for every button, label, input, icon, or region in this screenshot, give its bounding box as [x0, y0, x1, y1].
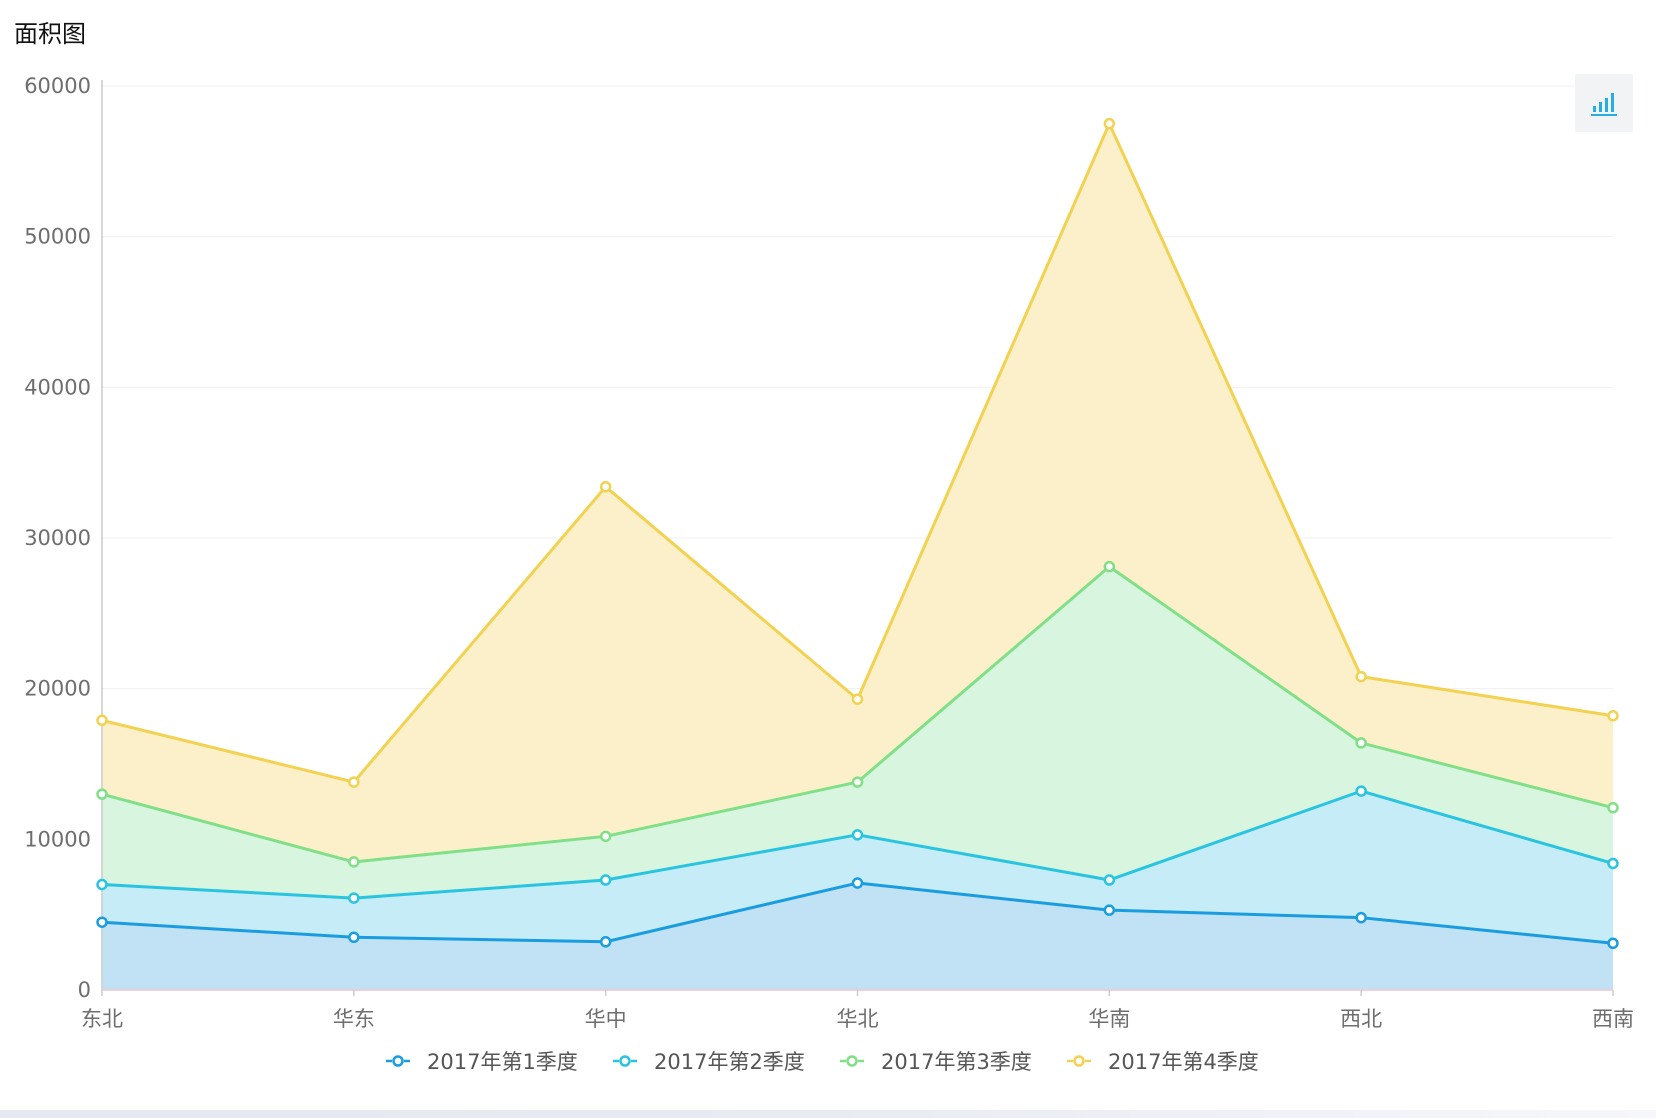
- x-tick-label: 西北: [1340, 1007, 1382, 1031]
- y-tick-label: 50000: [24, 225, 91, 249]
- data-point[interactable]: [96, 788, 108, 800]
- y-tick-label: 60000: [24, 74, 91, 98]
- x-tick-label: 西南: [1592, 1007, 1634, 1031]
- data-point[interactable]: [1355, 737, 1367, 749]
- x-tick-label: 东北: [81, 1007, 123, 1031]
- data-point[interactable]: [1355, 785, 1367, 797]
- legend-label: 2017年第4季度: [1108, 1050, 1259, 1074]
- data-point[interactable]: [1355, 911, 1367, 924]
- series-points: [96, 117, 1619, 950]
- legend-label: 2017年第2季度: [654, 1050, 805, 1074]
- data-point[interactable]: [1103, 874, 1116, 886]
- axis-labels: 0 10000 20000 30000 40000 50000 60000 东北 华东 华中 华北 华…: [24, 74, 1634, 1031]
- x-tick-label: 华中: [585, 1007, 627, 1031]
- data-point[interactable]: [851, 829, 864, 841]
- axes: [101, 80, 1614, 996]
- legend-point-marker: [619, 1055, 631, 1067]
- data-point[interactable]: [348, 856, 360, 868]
- legend-item-2[interactable]: 2017年第2季度: [613, 1050, 805, 1074]
- data-point[interactable]: [1103, 560, 1116, 573]
- series-area-4: [102, 123, 1613, 862]
- data-point[interactable]: [96, 714, 108, 727]
- legend-point-marker: [392, 1055, 404, 1067]
- data-point[interactable]: [851, 776, 864, 788]
- data-point[interactable]: [1103, 117, 1116, 130]
- y-tick-label: 40000: [24, 375, 91, 399]
- data-point[interactable]: [1103, 904, 1116, 916]
- bar-chart-icon: [1591, 93, 1617, 116]
- data-point[interactable]: [599, 874, 612, 886]
- data-point[interactable]: [348, 776, 360, 788]
- series-area-3: [102, 566, 1613, 899]
- legend-label: 2017年第3季度: [881, 1050, 1032, 1074]
- chart-title: 面积图: [14, 20, 86, 48]
- data-point[interactable]: [96, 878, 108, 891]
- y-tick-label: 0: [78, 978, 91, 1002]
- data-point[interactable]: [599, 936, 612, 948]
- data-point[interactable]: [851, 693, 864, 705]
- bottom-scroll-strip: [0, 1110, 1656, 1118]
- legend-point-marker: [846, 1055, 858, 1067]
- series-area-1: [102, 883, 1613, 990]
- data-point[interactable]: [1607, 710, 1619, 722]
- legend[interactable]: 2017年第1季度 2017年第2季度 2017年第3季度 2017年第4季度: [386, 1050, 1259, 1074]
- chart-type-toggle-button[interactable]: [1575, 74, 1633, 132]
- legend-item-3[interactable]: 2017年第3季度: [840, 1050, 1032, 1074]
- legend-item-4[interactable]: 2017年第4季度: [1067, 1050, 1259, 1074]
- data-point[interactable]: [599, 481, 612, 493]
- data-point[interactable]: [1607, 857, 1619, 870]
- series-area-2: [102, 791, 1613, 944]
- x-tick-label: 华东: [333, 1007, 375, 1031]
- x-tick-label: 华南: [1088, 1007, 1130, 1031]
- y-tick-label: 10000: [24, 827, 91, 851]
- series-areas: [102, 123, 1613, 990]
- y-tick-label: 30000: [24, 526, 91, 550]
- data-point[interactable]: [1355, 670, 1367, 683]
- data-point[interactable]: [1607, 801, 1619, 814]
- data-point[interactable]: [1607, 937, 1619, 950]
- y-tick-label: 20000: [24, 677, 91, 701]
- data-point[interactable]: [348, 931, 360, 944]
- legend-item-1[interactable]: 2017年第1季度: [386, 1050, 578, 1074]
- x-tick-label: 华北: [837, 1007, 879, 1031]
- legend-label: 2017年第1季度: [427, 1050, 578, 1074]
- data-point[interactable]: [599, 830, 612, 843]
- legend-point-marker: [1073, 1055, 1085, 1067]
- data-point[interactable]: [851, 877, 864, 889]
- data-point[interactable]: [96, 916, 108, 928]
- data-point[interactable]: [348, 892, 360, 904]
